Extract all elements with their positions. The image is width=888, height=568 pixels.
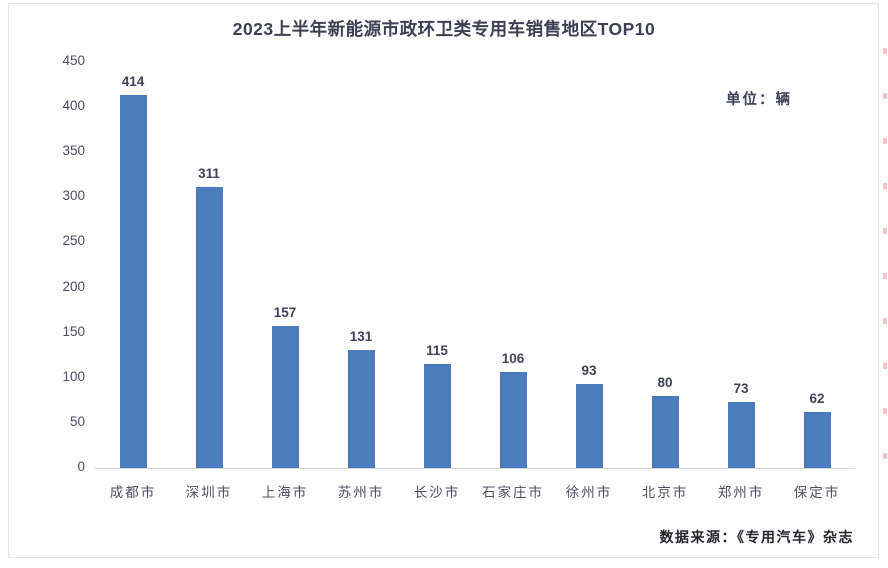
x-axis-label: 深圳市 bbox=[185, 485, 233, 500]
bar-value-label: 414 bbox=[121, 73, 145, 89]
y-axis-tick-label: 350 bbox=[62, 143, 85, 159]
y-axis-tick-label: 100 bbox=[62, 368, 85, 384]
y-axis-tick-label: 200 bbox=[62, 278, 85, 294]
y-axis-tick-label: 450 bbox=[62, 53, 85, 68]
bar-column: 93 bbox=[551, 62, 627, 468]
bar-value-label: 73 bbox=[733, 381, 749, 397]
x-axis-label: 石家庄市 bbox=[482, 485, 544, 500]
plot-area: 414 311 157 131 115 106 93 80 73 62 bbox=[95, 62, 855, 469]
bar bbox=[575, 384, 603, 468]
y-axis-tick-label: 300 bbox=[62, 188, 85, 204]
bar-value-label: 311 bbox=[198, 166, 220, 182]
y-axis-tick-label: 50 bbox=[69, 413, 85, 429]
chart-title: 2023上半年新能源市政环卫类专用车销售地区TOP10 bbox=[232, 19, 656, 39]
x-axis-label: 上海市 bbox=[261, 485, 309, 500]
bar bbox=[499, 372, 527, 468]
x-axis-label: 成都市 bbox=[109, 485, 157, 500]
y-axis-tick-label: 0 bbox=[77, 459, 85, 474]
bar-column: 73 bbox=[703, 62, 779, 468]
data-source-label: 数据来源：《专用汽车》杂志 bbox=[659, 529, 854, 545]
bar bbox=[271, 326, 299, 468]
x-axis-label: 长沙市 bbox=[413, 485, 461, 500]
x-axis-label: 苏州市 bbox=[337, 485, 385, 500]
x-axis-label: 保定市 bbox=[793, 485, 841, 500]
bar-column: 80 bbox=[627, 62, 703, 468]
bar-value-label: 106 bbox=[501, 351, 525, 367]
bar bbox=[119, 94, 147, 468]
bar bbox=[727, 402, 755, 468]
y-axis-tick-label: 400 bbox=[62, 98, 85, 114]
bar-column: 131 bbox=[323, 62, 399, 468]
bar-value-label: 62 bbox=[809, 391, 825, 407]
bar bbox=[651, 395, 679, 468]
bar-column: 157 bbox=[247, 62, 323, 468]
bar-value-label: 131 bbox=[349, 328, 373, 344]
y-axis-tick-label: 250 bbox=[62, 233, 85, 249]
y-axis-tick-label: 150 bbox=[62, 323, 85, 339]
bar-value-label: 115 bbox=[426, 343, 448, 359]
bar bbox=[347, 349, 375, 468]
bar bbox=[423, 364, 451, 468]
bar-value-label: 157 bbox=[273, 305, 297, 321]
bar-value-label: 93 bbox=[581, 363, 597, 379]
bar-column: 106 bbox=[475, 62, 551, 468]
unit-label: 单位：辆 bbox=[726, 92, 792, 108]
bar-column: 62 bbox=[779, 62, 855, 468]
bar bbox=[803, 412, 831, 468]
bar-value-label: 80 bbox=[657, 374, 673, 390]
bar-column: 311 bbox=[171, 62, 247, 468]
right-edge-dash-marks bbox=[883, 48, 887, 468]
x-axis-label: 北京市 bbox=[641, 485, 689, 500]
y-axis: 450 400 350 300 250 200 150 100 50 0 bbox=[0, 53, 85, 474]
bar-column: 414 bbox=[95, 62, 171, 468]
x-axis-label: 郑州市 bbox=[717, 485, 765, 500]
x-axis-label: 徐州市 bbox=[565, 485, 613, 500]
bar-column: 115 bbox=[399, 62, 475, 468]
bar bbox=[195, 187, 223, 468]
x-axis-labels: 成都市 深圳市 上海市 苏州市 长沙市 石家庄市 徐州市 北京市 郑州市 保定市 bbox=[95, 481, 855, 501]
